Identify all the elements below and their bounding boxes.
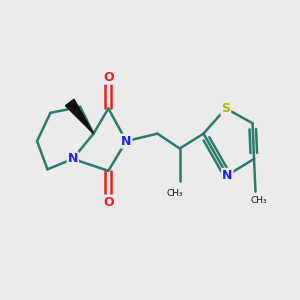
Text: S: S [221,102,230,115]
Text: N: N [68,152,78,165]
Text: O: O [103,71,114,84]
Text: N: N [121,135,131,148]
Text: N: N [222,169,232,182]
Text: CH₃: CH₃ [167,189,184,198]
Polygon shape [65,99,94,134]
Text: CH₃: CH₃ [250,196,267,205]
Text: O: O [103,196,114,208]
